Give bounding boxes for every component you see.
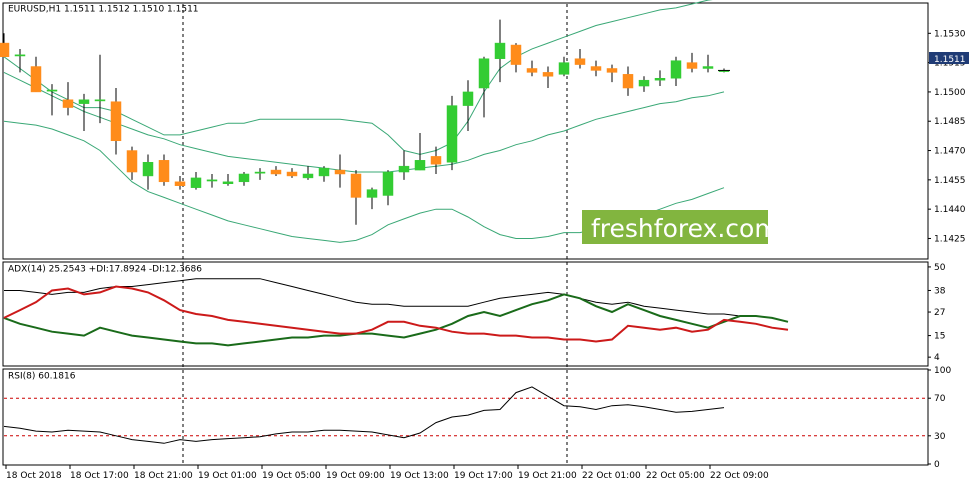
price-tick-label: 1.1440: [934, 205, 966, 215]
rsi-tick-label: 0: [934, 460, 940, 470]
watermark-text: freshforex.com: [591, 214, 779, 243]
bull-candle: [46, 89, 58, 92]
adx-tick-label: 15: [934, 332, 945, 342]
bull-candle: [446, 105, 458, 163]
bear-candle: [542, 72, 554, 77]
price-tick-label: 1.1425: [934, 234, 966, 244]
bear-candle: [30, 66, 42, 93]
bollinger-upper-band: [3, 0, 713, 155]
current-price-label: 1.1511: [934, 55, 966, 65]
bear-candle: [430, 156, 442, 165]
bull-candle: [670, 60, 682, 79]
adx-panel-title: ADX(14) 25.2543 +DI:17.8924 -DI:12.3686: [8, 265, 202, 275]
bear-candle: [526, 68, 538, 73]
bull-candle: [414, 160, 426, 171]
time-tick-label: 19 Oct 17:00: [454, 471, 513, 481]
bull-candle: [318, 167, 330, 177]
bear-candle: [686, 62, 698, 69]
bull-candle: [222, 181, 234, 185]
time-tick-label: 22 Oct 09:00: [710, 471, 769, 481]
bear-candle: [286, 171, 298, 177]
bull-candle: [206, 179, 218, 182]
adx-tick-label: 50: [934, 263, 946, 273]
bear-candle: [622, 74, 634, 89]
bear-candle: [174, 181, 186, 186]
bull-candle: [142, 162, 154, 177]
price-tick-label: 1.1485: [934, 117, 966, 127]
bear-candle: [334, 169, 346, 175]
bear-candle: [606, 68, 618, 73]
rsi-level-lines: [4, 397, 928, 437]
bear-candle: [158, 160, 170, 183]
bull-candle: [398, 165, 410, 173]
time-tick-label: 19 Oct 09:00: [326, 471, 385, 481]
watermark-box: [582, 210, 768, 244]
bear-candle: [574, 58, 586, 65]
time-tick-label: 18 Oct 17:00: [70, 471, 129, 481]
time-tick-label: 22 Oct 01:00: [582, 471, 641, 481]
adx-panel-frame: [2, 261, 929, 367]
bull-candle: [462, 91, 474, 106]
bull-candle: [366, 189, 378, 198]
price-tick-label: 1.1470: [934, 147, 966, 157]
price-tick-label: 1.1530: [934, 29, 966, 39]
bollinger-middle-band: [3, 71, 725, 173]
adx-tick-label: 38: [934, 286, 946, 296]
time-axis: 18 Oct 2018 18 Oct 17:00 18 Oct 21:00 19 Oc…: [5, 465, 769, 481]
bull-candle: [494, 42, 506, 59]
time-tick-label: 19 Oct 01:00: [198, 471, 257, 481]
adx-tick-label: 27: [934, 308, 945, 318]
price-panel-title: EURUSD,H1 1.1511 1.1512 1.1510 1.1511: [8, 5, 199, 15]
bear-candle: [270, 169, 282, 175]
period-separators: [182, 4, 568, 464]
adx-series-di: [3, 285, 789, 343]
time-tick-label: 22 Oct 05:00: [646, 471, 705, 481]
rsi-panel-frame: [2, 368, 929, 466]
rsi-lines: [3, 386, 725, 444]
adx-axis: 50 38 27 15 4: [928, 263, 946, 363]
time-tick-label: 19 Oct 13:00: [390, 471, 449, 481]
bull-candle: [14, 54, 26, 57]
bull-candle: [478, 58, 490, 89]
adx-tick-label: 4: [934, 353, 940, 363]
bull-candle: [638, 79, 650, 87]
bull-candle: [382, 171, 394, 196]
bull-candle: [190, 177, 202, 188]
time-tick-label: 18 Oct 2018: [6, 471, 62, 481]
price-tick-label: 1.1500: [934, 88, 966, 98]
bull-candle: [238, 173, 250, 183]
bull-candle: [78, 99, 90, 104]
rsi-axis: 100 70 30 0: [928, 366, 951, 470]
bull-candle: [254, 171, 266, 174]
adx-series-adx: [4, 278, 741, 317]
time-tick-label: 18 Oct 21:00: [134, 471, 193, 481]
bear-candle: [350, 173, 362, 198]
adx-series-di: [3, 293, 789, 347]
bull-candle: [654, 77, 666, 81]
bear-candle: [126, 150, 138, 173]
bear-candle: [510, 44, 522, 65]
bull-candle: [702, 66, 714, 69]
rsi-series-line: [3, 386, 725, 444]
bear-candle: [0, 42, 10, 58]
rsi-tick-label: 100: [934, 366, 951, 376]
current-price-tag: [929, 52, 969, 64]
time-tick-label: 19 Oct 21:00: [518, 471, 577, 481]
bull-candle: [94, 99, 106, 102]
time-tick-label: 19 Oct 05:00: [262, 471, 321, 481]
candlesticks: [0, 19, 730, 225]
bull-candle: [558, 62, 570, 75]
adx-lines: [3, 278, 789, 347]
bear-candle: [590, 66, 602, 71]
bear-candle: [110, 101, 122, 142]
rsi-tick-label: 70: [934, 394, 946, 404]
bear-candle: [62, 99, 74, 108]
rsi-tick-label: 30: [934, 432, 946, 442]
rsi-panel-title: RSI(8) 60.1816: [8, 372, 76, 382]
price-panel-frame: [2, 2, 929, 260]
bull-candle: [302, 173, 314, 179]
price-tick-label: 1.1455: [934, 176, 966, 186]
